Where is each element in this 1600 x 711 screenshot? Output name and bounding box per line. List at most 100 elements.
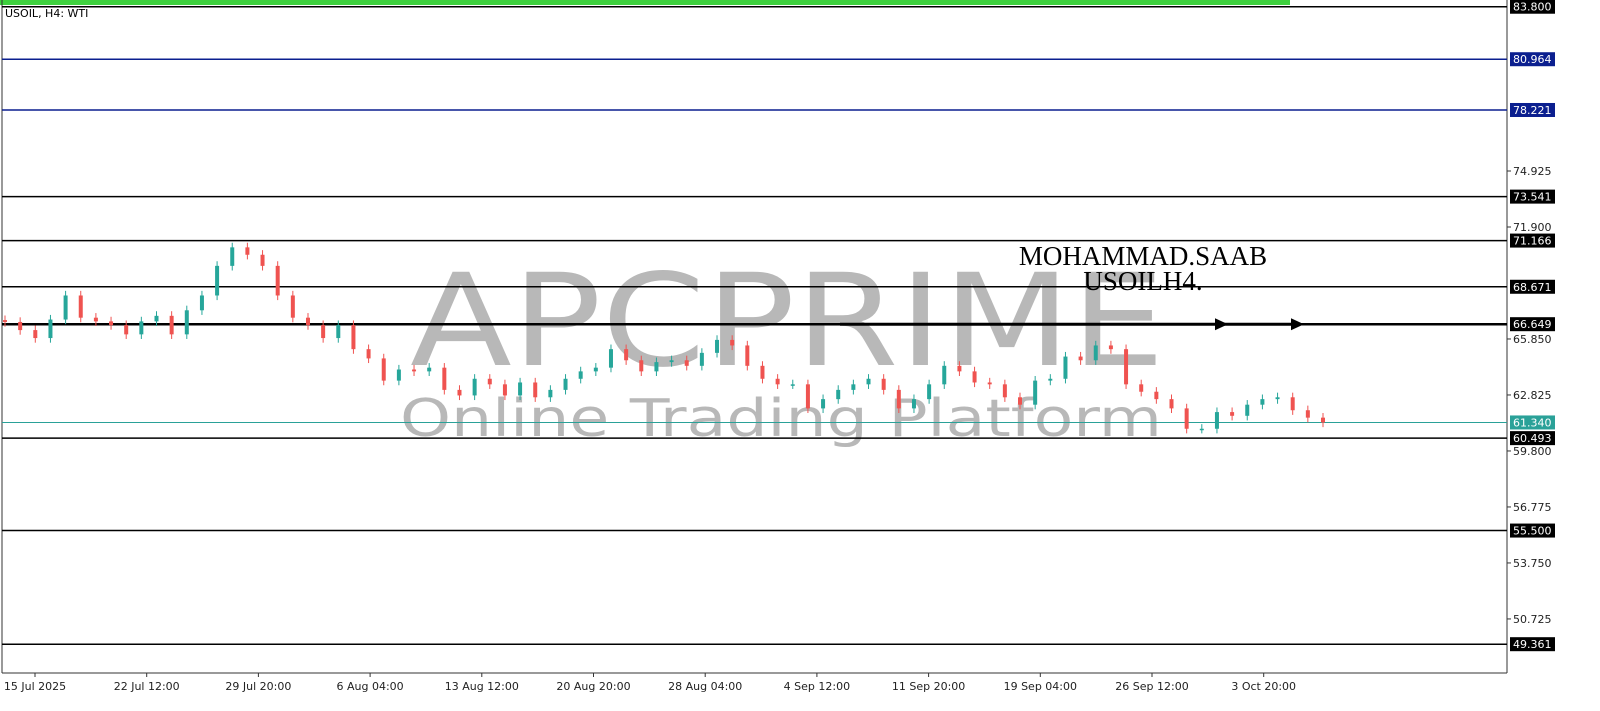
candle-body	[805, 384, 810, 409]
candle-body	[972, 371, 977, 383]
level-price-label: 83.800	[1513, 1, 1552, 14]
candle-body	[624, 349, 629, 361]
level-price-label: 60.493	[1513, 432, 1552, 445]
candle-body	[866, 378, 871, 385]
level-price-label-box	[1510, 233, 1555, 248]
candle-body	[199, 295, 204, 311]
x-tick-label: 20 Aug 20:00	[556, 680, 630, 693]
candle-body	[305, 317, 310, 326]
candle-body	[881, 378, 886, 390]
candle-body	[593, 367, 598, 372]
candle-body	[896, 389, 901, 409]
candle-body	[1321, 417, 1325, 423]
level-price-label-box	[1510, 189, 1555, 204]
candle-body	[63, 295, 68, 320]
y-tick-label: 59.800	[1513, 445, 1552, 458]
level-price-label: 71.166	[1513, 235, 1552, 248]
annotation-symbol[interactable]: USOILH4.	[1083, 266, 1202, 296]
candle-body	[1002, 384, 1007, 398]
candle-body	[230, 247, 235, 266]
annotation-author[interactable]: MOHAMMAD.SAAB	[1019, 241, 1267, 271]
candle-body	[93, 317, 98, 322]
x-tick-label: 15 Jul 2025	[4, 680, 66, 693]
candle-body	[321, 325, 326, 339]
candle-body	[1048, 378, 1053, 381]
level-price-label: 78.221	[1513, 104, 1552, 117]
candle-body	[275, 265, 280, 296]
candle-body	[366, 349, 371, 359]
candle-body	[1230, 412, 1235, 416]
candle-body	[1139, 384, 1144, 392]
candle-body	[745, 345, 750, 366]
watermark-brand: APCPRIME	[410, 247, 1165, 396]
candle-body	[109, 321, 114, 326]
candle-body	[911, 399, 916, 409]
chart-title: USOIL, H4: WTI	[5, 7, 88, 20]
candle-body	[184, 310, 189, 335]
candle-body	[1305, 410, 1310, 418]
candle-body	[33, 330, 38, 339]
x-tick-label: 6 Aug 04:00	[337, 680, 404, 693]
y-tick-label: 65.850	[1513, 333, 1552, 346]
arrowhead-icon	[1291, 318, 1304, 331]
x-tick-label: 26 Sep 12:00	[1115, 680, 1188, 693]
bid-price-label: 61.340	[1513, 416, 1552, 429]
level-price-label: 55.500	[1513, 525, 1552, 538]
level-price-label-box	[1510, 279, 1555, 294]
candle-body	[412, 369, 417, 372]
y-tick-label: 71.900	[1513, 221, 1552, 234]
x-tick-label: 29 Jul 20:00	[225, 680, 291, 693]
candle-body	[775, 378, 780, 385]
candle-body	[154, 315, 159, 322]
candle-body	[669, 360, 674, 363]
level-price-label-box	[1510, 431, 1555, 446]
candle-body	[927, 384, 932, 400]
candle-body	[139, 321, 144, 335]
candle-body	[245, 247, 250, 255]
level-price-label-box	[1510, 0, 1555, 14]
candle-body	[563, 378, 568, 390]
candle-body	[502, 384, 507, 396]
x-tick-label: 4 Sep 12:00	[784, 680, 850, 693]
candle-body	[1184, 408, 1189, 429]
y-tick-label: 53.750	[1513, 557, 1552, 570]
candle-body	[124, 325, 129, 335]
level-price-label: 49.361	[1513, 638, 1552, 651]
x-tick-label: 13 Aug 12:00	[445, 680, 519, 693]
level-price-label: 73.541	[1513, 191, 1552, 204]
candle-body	[699, 352, 704, 366]
candle-body	[684, 360, 689, 366]
x-tick-label: 22 Jul 12:00	[114, 680, 180, 693]
y-tick-label: 62.825	[1513, 389, 1552, 402]
candle-body	[1093, 345, 1098, 361]
candle-body	[396, 369, 401, 381]
x-tick-label: 3 Oct 20:00	[1231, 680, 1296, 693]
level-price-label-box	[1510, 52, 1555, 67]
level-price-label-box	[1510, 102, 1555, 117]
candle-body	[821, 399, 826, 409]
candle-body	[1245, 404, 1250, 416]
candle-body	[78, 295, 83, 318]
candle-body	[1078, 356, 1083, 361]
candle-body	[1199, 428, 1204, 431]
candle-body	[1260, 399, 1265, 405]
candle-body	[3, 320, 7, 322]
watermark: APCPRIME Online Trading Platform	[400, 247, 1165, 449]
candle-body	[1290, 397, 1295, 411]
candle-body	[351, 325, 356, 350]
candle-body	[608, 349, 613, 368]
candle-body	[442, 367, 447, 390]
level-price-label-box	[1510, 317, 1555, 332]
candle-body	[472, 378, 477, 396]
candle-body	[548, 389, 553, 398]
candle-body	[1275, 397, 1280, 400]
level-price-label: 68.671	[1513, 281, 1552, 294]
candle-body	[578, 371, 583, 379]
candle-body	[715, 339, 720, 353]
level-price-label: 80.964	[1513, 53, 1552, 66]
candle-body	[48, 319, 53, 339]
y-tick-label: 50.725	[1513, 613, 1552, 626]
candle-body	[790, 384, 795, 386]
candle-body	[942, 365, 947, 385]
